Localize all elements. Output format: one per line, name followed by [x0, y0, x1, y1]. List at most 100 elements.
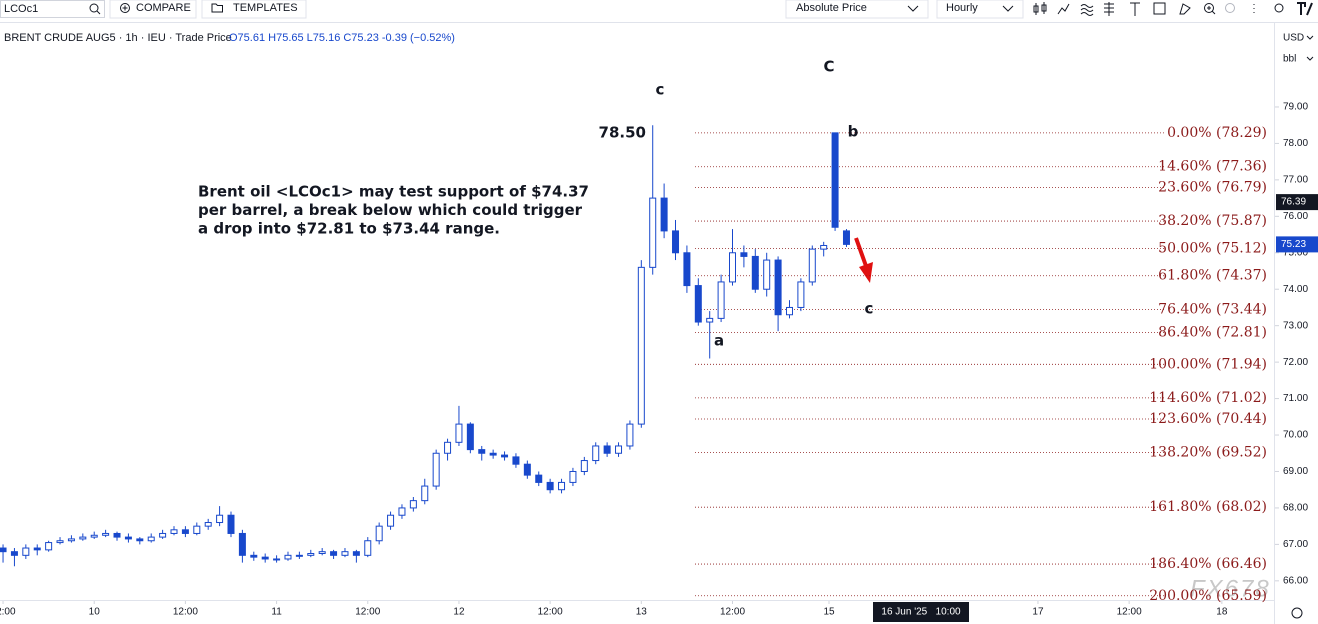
y-tick-label: 72.00 — [1283, 357, 1308, 368]
candle-body — [56, 540, 64, 544]
candle-body — [523, 463, 531, 476]
candle-body — [580, 460, 588, 472]
candle-body — [375, 525, 383, 542]
candle-body — [592, 445, 600, 462]
fib-label: 161.80% (68.02) — [1149, 499, 1267, 515]
fib-label: 86.40% (72.81) — [1158, 325, 1267, 341]
x-tick-label: 15 — [823, 607, 835, 618]
y-tick-label: 75.00 — [1283, 247, 1308, 258]
fib-label: 200.00% (65.59) — [1149, 588, 1267, 604]
y-tick-label: 79.00 — [1283, 102, 1308, 113]
y-tick-label: 74.00 — [1283, 284, 1308, 295]
x-tick-label: 12:00 — [173, 607, 198, 618]
candle-body — [842, 230, 850, 245]
price-mode: Absolute Price — [796, 2, 867, 14]
ohlc-legend: O75.61 H75.65 L75.16 C75.23 -0.39 (−0.52… — [229, 32, 455, 44]
candle-body — [79, 536, 87, 540]
y-tick-label: 71.00 — [1283, 393, 1308, 404]
x-tick-label: 12 — [453, 607, 465, 618]
candle-body — [660, 197, 668, 232]
candle-body — [33, 547, 41, 551]
candle-body — [227, 514, 235, 534]
settings-icon[interactable] — [1291, 607, 1303, 619]
candle-body — [216, 514, 224, 524]
x-tick-label: 12:00 — [538, 607, 563, 618]
x-tick-label: 13 — [636, 607, 648, 618]
chevron — [1306, 56, 1314, 61]
candle-body — [546, 481, 554, 491]
candle-body — [124, 536, 132, 540]
y-tick-label: 77.00 — [1283, 175, 1308, 186]
x-tick-label: 12:00 — [0, 607, 16, 618]
compare-button[interactable] — [109, 0, 197, 19]
wave-label: c — [656, 81, 665, 99]
candle-body — [387, 514, 395, 527]
currency[interactable]: USD — [1283, 33, 1304, 44]
y-tick-label: 73.00 — [1283, 320, 1308, 331]
price-tag — [1276, 236, 1318, 253]
toolbar-icons[interactable] — [1033, 2, 1313, 16]
candle-body — [364, 540, 372, 556]
candle-body — [774, 259, 782, 316]
templates-icon — [211, 3, 223, 13]
symbol-box[interactable] — [0, 0, 105, 18]
y-tick-label: 76.00 — [1283, 211, 1308, 222]
candle-body — [683, 252, 691, 287]
symbol: LCOc1 — [4, 3, 38, 15]
fib-label: 14.60% (77.36) — [1158, 159, 1267, 175]
note-line: per barrel, a break below which could tr… — [198, 201, 583, 219]
fib-label: 61.80% (74.37) — [1158, 268, 1267, 284]
x-tick-label: 11 — [271, 607, 282, 618]
fib-label: 50.00% (75.12) — [1158, 240, 1267, 256]
candle-body — [455, 423, 463, 443]
candle-body — [672, 230, 680, 254]
candle-body — [444, 441, 452, 454]
chevron — [1002, 5, 1014, 12]
candle-body — [0, 547, 7, 553]
candle-body — [740, 252, 748, 257]
search-icon[interactable] — [89, 3, 99, 13]
candle-body — [831, 132, 839, 228]
candle-body — [102, 532, 110, 536]
x-tick-label: 12:00 — [355, 607, 380, 618]
candle-body — [284, 554, 292, 560]
x-tick-label: 12:00 — [720, 607, 745, 618]
toolbar — [0, 0, 1318, 22]
x-tick-label: 18 — [1216, 607, 1228, 618]
candle-body — [808, 248, 816, 283]
candle-body — [398, 507, 406, 516]
templates-button[interactable] — [201, 0, 307, 19]
candle-body — [45, 542, 53, 551]
x-tick-label: 12:00 — [1117, 607, 1142, 618]
candle-body — [637, 266, 645, 425]
candle-body — [136, 538, 144, 542]
price-tag-label: 75.23 — [1281, 239, 1306, 250]
unit[interactable]: bbl — [1283, 54, 1296, 65]
candle-body — [238, 532, 246, 556]
y-tick-label: 67.00 — [1283, 539, 1308, 550]
arrow-head — [859, 262, 873, 283]
price-mode-dropdown[interactable] — [785, 0, 929, 19]
crosshair-label: 16 Jun '25 10:00 — [881, 607, 961, 618]
interval-dropdown[interactable] — [936, 0, 1024, 19]
candle-body — [785, 306, 793, 316]
y-tick-label: 68.00 — [1283, 503, 1308, 514]
candle-body — [67, 538, 75, 542]
candle-body — [763, 259, 771, 290]
candle-body — [22, 547, 30, 556]
candle-body — [501, 454, 509, 458]
wave-label: c — [865, 300, 874, 318]
y-tick-label: 66.00 — [1283, 575, 1308, 586]
candle-body — [341, 551, 349, 556]
compare-label: COMPARE — [136, 2, 191, 14]
candle-body — [603, 445, 611, 454]
note-line: a drop into $72.81 to $73.44 range. — [198, 220, 500, 238]
price-tag-label: 76.39 — [1281, 197, 1306, 208]
candle-body — [193, 525, 201, 534]
candle-body — [181, 529, 189, 534]
candle-body — [751, 255, 759, 290]
fib-label: 186.40% (66.46) — [1149, 556, 1267, 572]
y-tick-label: 70.00 — [1283, 430, 1308, 441]
candle-body — [535, 474, 543, 483]
